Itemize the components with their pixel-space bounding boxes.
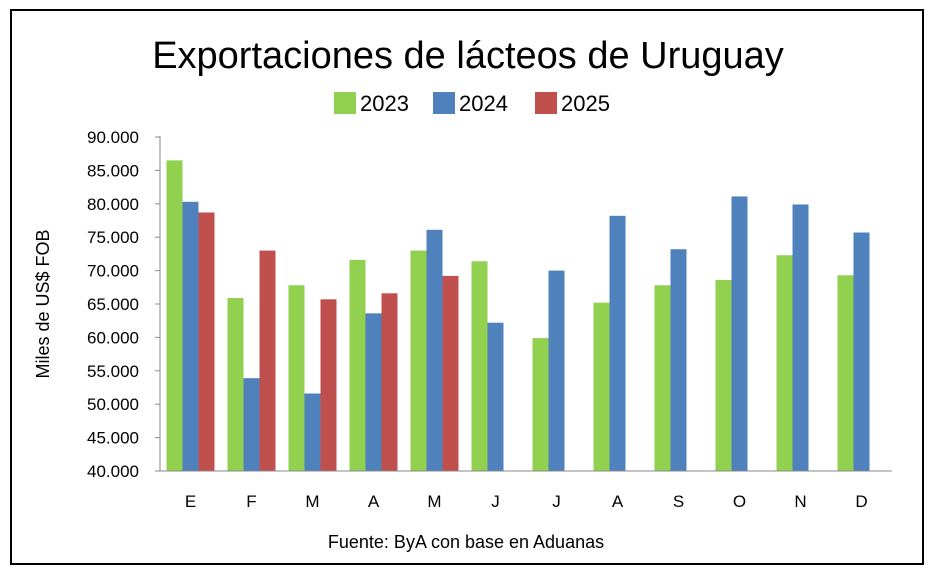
source-note: Fuente: ByA con base en Aduanas xyxy=(328,532,604,552)
bar-2024-6 xyxy=(548,270,565,471)
bar-2024-5 xyxy=(487,322,504,471)
bar-2023-0 xyxy=(166,160,183,471)
y-tick-label: 90.000 xyxy=(87,128,139,147)
x-tick-label: J xyxy=(491,492,500,511)
bar-2023-4 xyxy=(410,250,427,471)
bar-2023-1 xyxy=(227,297,244,471)
y-tick-label: 80.000 xyxy=(87,195,139,214)
bar-2023-11 xyxy=(837,275,854,471)
x-tick-label: A xyxy=(612,492,624,511)
y-tick-label: 45.000 xyxy=(87,429,139,448)
bar-2025-3 xyxy=(381,293,398,471)
x-tick-label: E xyxy=(185,492,196,511)
legend-label-2024: 2024 xyxy=(459,91,508,116)
bar-2023-10 xyxy=(776,255,793,471)
y-tick-label: 65.000 xyxy=(87,295,139,314)
y-tick-label: 85.000 xyxy=(87,161,139,180)
bar-2024-10 xyxy=(792,204,809,471)
bar-2025-1 xyxy=(259,250,276,471)
x-tick-label: A xyxy=(368,492,380,511)
bar-2024-9 xyxy=(731,196,748,471)
bar-2023-5 xyxy=(471,261,488,471)
legend-label-2023: 2023 xyxy=(360,91,409,116)
legend: 2023 2024 2025 xyxy=(334,91,610,116)
bar-2024-4 xyxy=(426,229,443,471)
x-tick-label: D xyxy=(855,492,867,511)
x-tick-label: F xyxy=(246,492,256,511)
bar-2024-3 xyxy=(365,313,382,471)
chart-title: Exportaciones de lácteos de Uruguay xyxy=(152,35,784,77)
bar-2025-0 xyxy=(198,212,215,471)
y-axis: 90.000 85.000 80.000 75.000 70.000 65.000 60.0… xyxy=(87,128,160,481)
y-tick-label: 40.000 xyxy=(87,462,139,481)
bar-2024-8 xyxy=(670,249,687,471)
legend-swatch-2024 xyxy=(433,92,455,114)
y-tick-label: 60.000 xyxy=(87,328,139,347)
bar-2023-2 xyxy=(288,285,305,471)
x-tick-label: M xyxy=(305,492,319,511)
chart-frame xyxy=(10,9,924,565)
x-tick-label: S xyxy=(673,492,684,511)
y-tick-label: 50.000 xyxy=(87,395,139,414)
bar-2025-2 xyxy=(320,299,337,471)
bar-2024-2 xyxy=(304,393,321,471)
y-axis-label: Miles de US$ FOB xyxy=(33,229,53,378)
bar-2023-8 xyxy=(654,285,671,471)
bar-2024-7 xyxy=(609,215,626,471)
y-tick-label: 75.000 xyxy=(87,228,139,247)
bar-2024-11 xyxy=(853,232,870,471)
bar-2023-3 xyxy=(349,259,366,471)
legend-swatch-2023 xyxy=(334,92,356,114)
bar-2025-4 xyxy=(442,275,459,471)
y-tick-label: 55.000 xyxy=(87,362,139,381)
bar-2023-9 xyxy=(715,279,732,471)
bar-2024-0 xyxy=(182,201,199,471)
bars xyxy=(166,160,870,471)
x-tick-label: M xyxy=(427,492,441,511)
legend-swatch-2025 xyxy=(535,92,557,114)
legend-label-2025: 2025 xyxy=(561,91,610,116)
bar-2023-6 xyxy=(532,338,549,471)
bar-2024-1 xyxy=(243,378,260,471)
x-tick-label: J xyxy=(552,492,561,511)
bar-2023-7 xyxy=(593,302,610,471)
x-tick-label: N xyxy=(794,492,806,511)
x-tick-label: O xyxy=(733,492,746,511)
y-tick-label: 70.000 xyxy=(87,262,139,281)
